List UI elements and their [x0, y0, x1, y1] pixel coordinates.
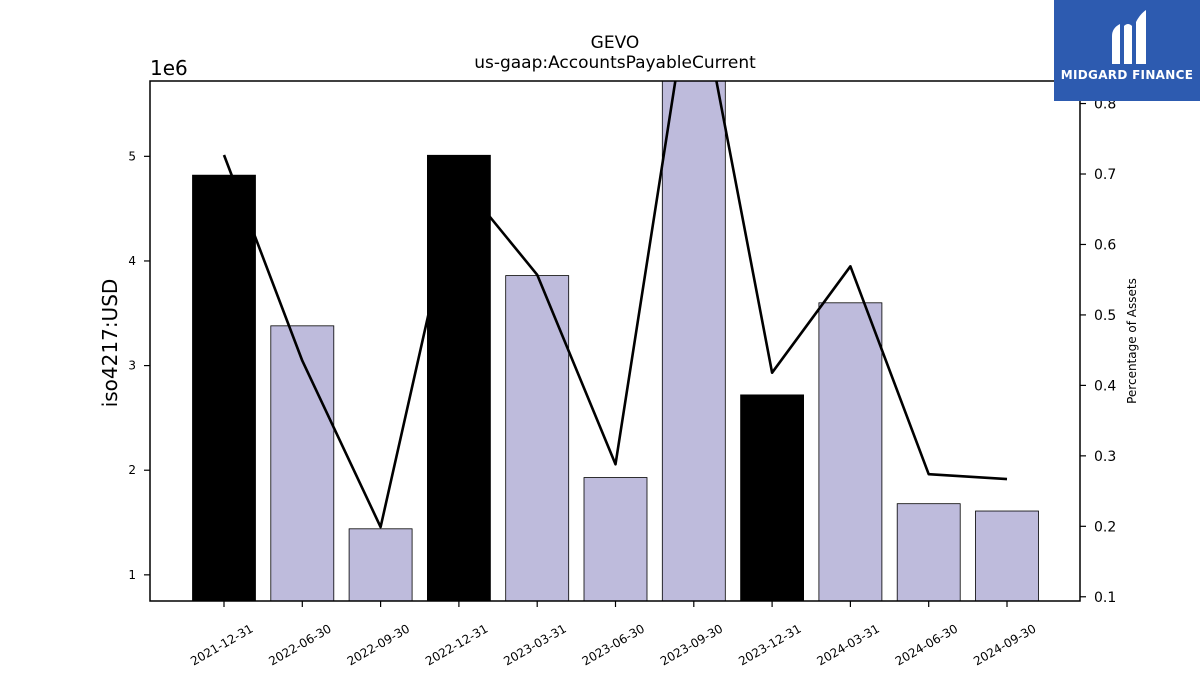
- y2tick-label-0.1: 0.1: [1094, 590, 1116, 606]
- xtick-label-2024-09-30: 2024-09-30: [971, 621, 1038, 668]
- midgard-finance-logo: MIDGARD FINANCE: [1054, 0, 1200, 101]
- y-axis-label: iso4217:USD: [98, 279, 122, 408]
- bar-2023-06-30: [583, 477, 648, 601]
- chart-subtitle: us-gaap:AccountsPayableCurrent: [474, 53, 756, 73]
- y2tick-label-0.7: 0.7: [1094, 167, 1116, 183]
- pct-line-group: [222, 81, 1008, 529]
- xtick-label-2023-09-30: 2023-09-30: [658, 621, 725, 668]
- bar-2024-03-31: [818, 302, 883, 601]
- xtick-label-2022-09-30: 2022-09-30: [345, 621, 412, 668]
- bar-2021-12-31: [192, 174, 256, 601]
- xtick-label-2022-12-31: 2022-12-31: [423, 621, 490, 668]
- bar-2023-09-30: [661, 81, 726, 601]
- ytick-label-1: 1: [128, 568, 136, 582]
- y-offset-label: 1e6: [150, 56, 188, 80]
- xtick-label-2024-06-30: 2024-06-30: [893, 621, 960, 668]
- y2tick-label-0.4: 0.4: [1094, 378, 1116, 394]
- bar-2022-12-31: [426, 154, 491, 601]
- bars: [192, 81, 1039, 601]
- y2-axis-label: Percentage of Assets: [1125, 278, 1139, 404]
- bar-2023-12-31: [740, 394, 804, 601]
- xtick-label-2023-12-31: 2023-12-31: [736, 621, 803, 668]
- bar-2024-09-30: [975, 510, 1039, 601]
- ytick-label-2: 2: [128, 463, 136, 477]
- y2tick-label-0.6: 0.6: [1094, 237, 1116, 253]
- logo-text: MIDGARD FINANCE: [1060, 68, 1194, 82]
- xtick-label-2022-06-30: 2022-06-30: [266, 621, 333, 668]
- pct-of-assets-line: [222, 81, 1008, 529]
- chart-title: GEVO: [591, 33, 640, 53]
- ytick-label-5: 5: [128, 149, 136, 163]
- bar-2022-06-30: [270, 325, 335, 601]
- bar-2022-09-30: [348, 528, 413, 601]
- y2tick-label-0.5: 0.5: [1094, 308, 1116, 324]
- xtick-label-2023-03-31: 2023-03-31: [501, 621, 568, 668]
- bar-2023-03-31: [505, 275, 570, 601]
- bar-2024-06-30: [896, 503, 961, 601]
- xtick-label-2021-12-31: 2021-12-31: [188, 621, 255, 668]
- ytick-label-4: 4: [128, 254, 136, 268]
- ytick-label-3: 3: [128, 359, 136, 373]
- xtick-label-2024-03-31: 2024-03-31: [814, 621, 881, 668]
- y2tick-label-0.2: 0.2: [1094, 519, 1116, 535]
- midgard-logo-icon: [1112, 10, 1146, 64]
- y2tick-label-0.3: 0.3: [1094, 449, 1116, 465]
- xtick-label-2023-06-30: 2023-06-30: [580, 621, 647, 668]
